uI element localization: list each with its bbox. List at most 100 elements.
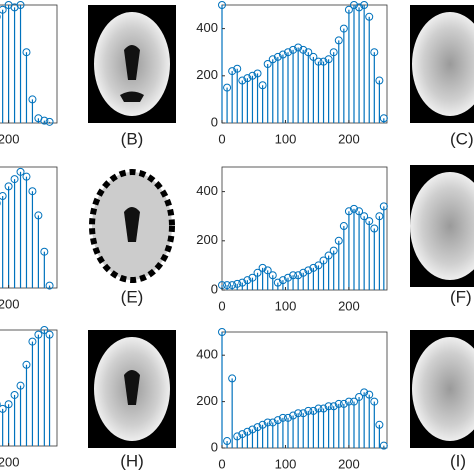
y-tick-label: 200: [196, 67, 218, 82]
stem-marker: [329, 402, 338, 411]
stem-marker: [304, 48, 313, 57]
stem-marker: [218, 1, 226, 9]
x-tick-label: 200: [0, 296, 19, 311]
stem-marker: [334, 236, 343, 245]
stem-marker: [238, 76, 247, 85]
stem-marker: [223, 437, 232, 446]
stem-marker: [248, 273, 257, 282]
stem-marker: [278, 413, 287, 422]
x-tick-label: 0: [218, 298, 225, 313]
stem-marker: [360, 1, 369, 9]
stem-marker: [268, 271, 277, 280]
stem-marker: [344, 5, 353, 14]
stem-marker: [233, 279, 242, 288]
stem-marker: [263, 266, 272, 275]
stem-marker: [339, 222, 348, 231]
stem-marker: [289, 411, 298, 420]
stem-marker: [0, 404, 7, 413]
stem-marker: [324, 251, 333, 260]
stem-marker: [263, 418, 272, 427]
stem-marker: [228, 281, 237, 290]
x-tick-label: 200: [338, 456, 360, 471]
stem-marker: [339, 24, 348, 33]
stem-marker: [304, 406, 313, 415]
panel-label: (C): [450, 129, 474, 148]
axes-box: [221, 4, 388, 124]
stem-marker: [16, 1, 25, 9]
y-tick-label: 0: [211, 281, 218, 296]
stem-marker: [253, 69, 262, 78]
stem-marker: [314, 404, 323, 413]
stem-marker: [238, 278, 247, 287]
stem-marker: [34, 330, 43, 339]
panel-label: (B): [121, 129, 144, 148]
stem-marker: [243, 74, 252, 83]
stem-marker: [370, 48, 379, 57]
stem-marker: [278, 276, 287, 285]
stem-marker: [319, 256, 328, 265]
stem-marker: [258, 263, 267, 272]
x-tick-label: 200: [0, 454, 19, 469]
stem-marker: [228, 67, 237, 76]
stem-marker: [4, 182, 13, 191]
stem-marker: [319, 404, 328, 413]
x-tick-label: 200: [0, 131, 19, 146]
stem-marker: [365, 390, 374, 399]
y-tick-label: 400: [196, 20, 218, 35]
stem-marker: [294, 271, 303, 280]
stem-marker: [273, 416, 282, 425]
stem-marker: [10, 175, 19, 184]
stem-marker: [10, 390, 19, 399]
y-tick-label: 0: [211, 439, 218, 454]
stem-marker: [34, 211, 43, 220]
stem-marker: [284, 48, 292, 57]
stem-marker: [360, 212, 369, 221]
stem-marker: [355, 3, 364, 12]
stem-marker: [22, 360, 31, 369]
stem-marker: [28, 337, 37, 346]
stem-marker: [350, 397, 358, 406]
stem-marker: [248, 425, 257, 434]
axes-box: [221, 166, 388, 291]
stem-marker: [40, 247, 49, 256]
stem-marker: [16, 167, 25, 176]
stem-marker: [289, 45, 298, 54]
stem-marker: [0, 192, 7, 201]
stem-marker: [334, 399, 343, 408]
stem-marker: [40, 326, 49, 334]
stem-marker: [273, 52, 282, 61]
stem-marker: [233, 64, 242, 73]
x-tick-label: 0: [218, 456, 225, 471]
stem-marker: [22, 172, 31, 181]
stem-marker: [40, 116, 49, 125]
stem-marker: [329, 48, 338, 57]
stem-marker: [370, 397, 379, 406]
stem-marker: [350, 1, 358, 9]
stem-marker: [248, 71, 257, 80]
stem-marker: [238, 430, 247, 439]
stem-marker: [45, 117, 54, 126]
stem-marker: [253, 268, 262, 277]
stem-marker: [16, 381, 25, 390]
stem-marker: [379, 202, 388, 211]
stem-marker: [339, 399, 348, 408]
stem-marker: [379, 114, 388, 123]
stem-marker: [309, 52, 318, 61]
stem-marker: [28, 187, 37, 196]
stem-marker: [375, 76, 384, 85]
stem-marker: [309, 263, 318, 272]
stem-marker: [350, 204, 358, 213]
stem-marker: [243, 427, 252, 436]
stem-marker: [314, 57, 323, 66]
stem-marker: [324, 55, 333, 64]
stem-marker: [319, 57, 328, 66]
stem-marker: [22, 48, 31, 57]
stem-marker: [304, 266, 313, 275]
stem-marker: [370, 224, 379, 233]
axes-box: [0, 329, 58, 447]
y-tick-label: 200: [196, 393, 218, 408]
panel-label: (I): [450, 451, 466, 470]
stem-marker: [289, 271, 298, 280]
stem-marker: [45, 281, 54, 290]
